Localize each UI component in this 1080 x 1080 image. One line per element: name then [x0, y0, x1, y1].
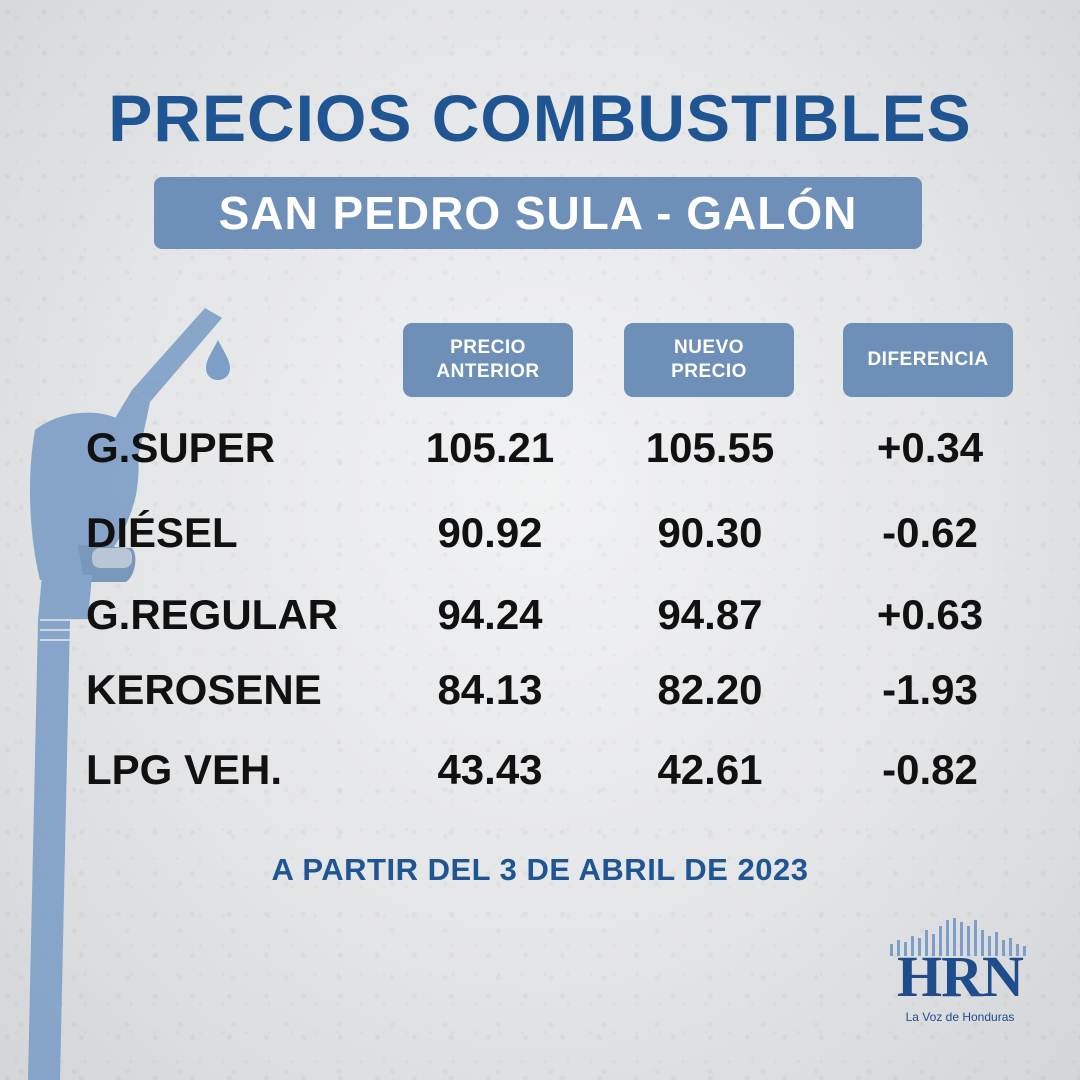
new-price: 90.30 [657, 509, 763, 556]
fuel-name: G.SUPER [86, 424, 276, 471]
fuel-nozzle-icon [28, 308, 230, 1080]
price-difference: -0.82 [882, 746, 978, 793]
fuel-name: KEROSENE [86, 666, 322, 713]
header-new-line2: PRECIO [671, 361, 747, 382]
new-price: 105.55 [645, 424, 775, 471]
new-price: 42.61 [657, 746, 763, 793]
price-difference: +0.34 [876, 424, 984, 471]
previous-price: 94.24 [437, 591, 543, 638]
previous-price: 84.13 [437, 666, 543, 713]
previous-price: 90.92 [437, 509, 543, 556]
table-row: KEROSENE 84.13 82.20 -1.93 [0, 660, 1080, 720]
new-price: 82.20 [657, 666, 763, 713]
table-row: G.SUPER 105.21 105.55 +0.34 [0, 418, 1080, 478]
page-subtitle: SAN PEDRO SULA - GALÓN [154, 177, 922, 249]
table-row: G.REGULAR 94.24 94.87 +0.63 [0, 585, 1080, 645]
hrn-logo: HRN La Voz de Honduras [880, 916, 1040, 1026]
previous-price: 105.21 [425, 424, 555, 471]
header-previous-line2: ANTERIOR [436, 361, 540, 382]
header-difference: DIFERENCIA [843, 323, 1013, 397]
fuel-name: DIÉSEL [86, 509, 238, 556]
table-row: LPG VEH. 43.43 42.61 -0.82 [0, 740, 1080, 800]
new-price: 94.87 [657, 591, 763, 638]
logo-tagline: La Voz de Honduras [905, 1010, 1015, 1024]
page-title: PRECIOS COMBUSTIBLES [108, 81, 972, 155]
fuel-drop-icon [206, 340, 230, 380]
header-new-line1: NUEVO [673, 337, 745, 358]
fuel-name: LPG VEH. [86, 746, 283, 793]
header-previous-price: PRECIO ANTERIOR [403, 323, 573, 397]
price-difference: +0.63 [876, 591, 984, 638]
header-new-price: NUEVO PRECIO [624, 323, 794, 397]
header-previous-line1: PRECIO [450, 337, 526, 358]
price-difference: -1.93 [882, 666, 978, 713]
price-difference: -0.62 [882, 509, 978, 556]
effective-date: A PARTIR DEL 3 DE ABRIL DE 2023 [271, 852, 809, 887]
fuel-name: G.REGULAR [86, 591, 338, 638]
previous-price: 43.43 [437, 746, 543, 793]
signal-bars-icon [890, 918, 1026, 956]
logo-name: HRN [897, 944, 1024, 1009]
table-row: DIÉSEL 90.92 90.30 -0.62 [0, 503, 1080, 563]
header-difference-label: DIFERENCIA [867, 349, 989, 370]
